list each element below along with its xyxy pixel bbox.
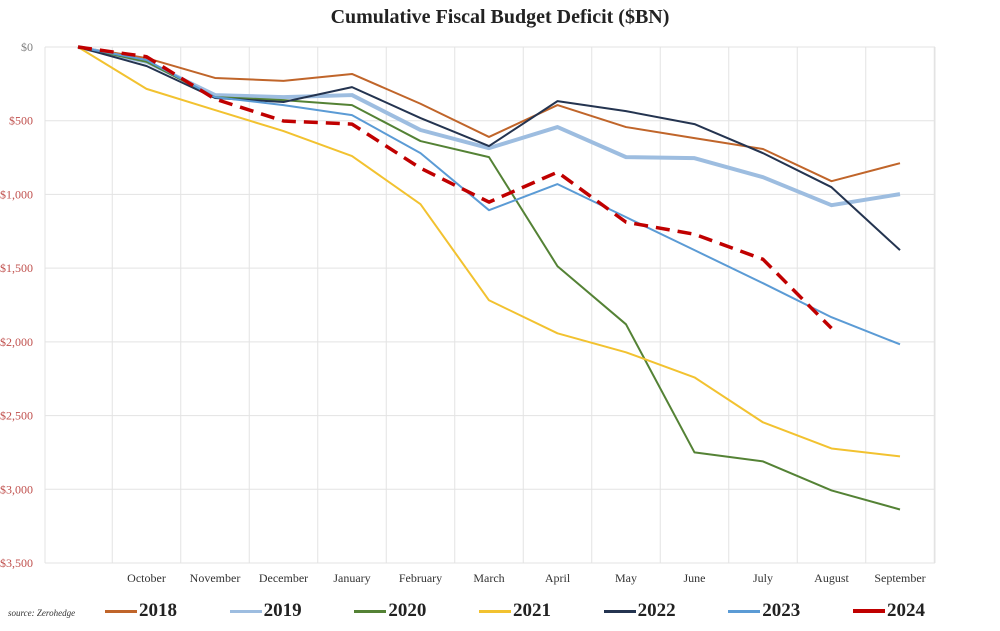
x-tick-label: February <box>399 571 442 585</box>
legend-item-2021: 2021 <box>478 600 551 622</box>
x-tick-label: December <box>259 571 308 585</box>
legend-label: 2020 <box>388 600 427 621</box>
x-tick-label: September <box>874 571 925 585</box>
x-tick-label: August <box>814 571 849 585</box>
x-tick-label: October <box>127 571 166 585</box>
legend-swatch <box>354 609 387 613</box>
y-tick-label: $2,000 <box>0 335 33 349</box>
y-tick-label: $500 <box>9 114 33 128</box>
x-tick-label: April <box>545 571 571 585</box>
chart-title: Cumulative Fiscal Budget Deficit ($BN) <box>330 6 670 28</box>
y-tick-label: $0 <box>21 40 33 54</box>
series-line-2020 <box>77 46 901 511</box>
legend-swatch <box>603 609 636 613</box>
source-note: source: Zerohedge <box>8 608 76 618</box>
legend-label: 2023 <box>762 600 801 621</box>
legend-label: 2022 <box>637 600 676 621</box>
y-tick-label: $2,500 <box>0 409 33 423</box>
legend-item-2018: 2018 <box>105 600 177 622</box>
legend-item-2019: 2019 <box>229 600 302 622</box>
legend-label: 2021 <box>512 600 551 621</box>
x-tick-label: January <box>333 571 370 585</box>
legend-label: 2018 <box>139 600 177 621</box>
legend-swatch <box>478 609 511 613</box>
x-tick-label: May <box>615 571 637 585</box>
x-tick-label: March <box>473 571 504 585</box>
y-tick-label: $1,500 <box>0 261 33 275</box>
legend-swatch <box>728 609 761 613</box>
legend: 2018 2019 2020 2021 2022 2023 2024 <box>105 600 925 622</box>
x-tick-label: June <box>684 571 706 585</box>
y-tick-label: $3,000 <box>0 482 33 496</box>
legend-label: 2024 <box>886 600 925 621</box>
legend-swatch <box>852 609 885 613</box>
series-line-2021 <box>77 46 901 458</box>
legend-swatch <box>229 609 262 613</box>
legend-item-2022: 2022 <box>603 600 676 622</box>
y-tick-label: $1,000 <box>0 187 33 201</box>
x-tick-label: July <box>753 571 773 585</box>
legend-item-2020: 2020 <box>354 600 426 622</box>
x-tick-label: November <box>190 571 241 585</box>
legend-label: 2019 <box>263 600 302 621</box>
series-line-2019 <box>77 45 901 208</box>
series-line-2024 <box>77 45 833 330</box>
legend-swatch <box>105 609 137 613</box>
legend-item-2023: 2023 <box>728 600 800 622</box>
y-tick-label: $3,500 <box>0 556 33 570</box>
legend-item-2024: 2024 <box>852 600 925 622</box>
